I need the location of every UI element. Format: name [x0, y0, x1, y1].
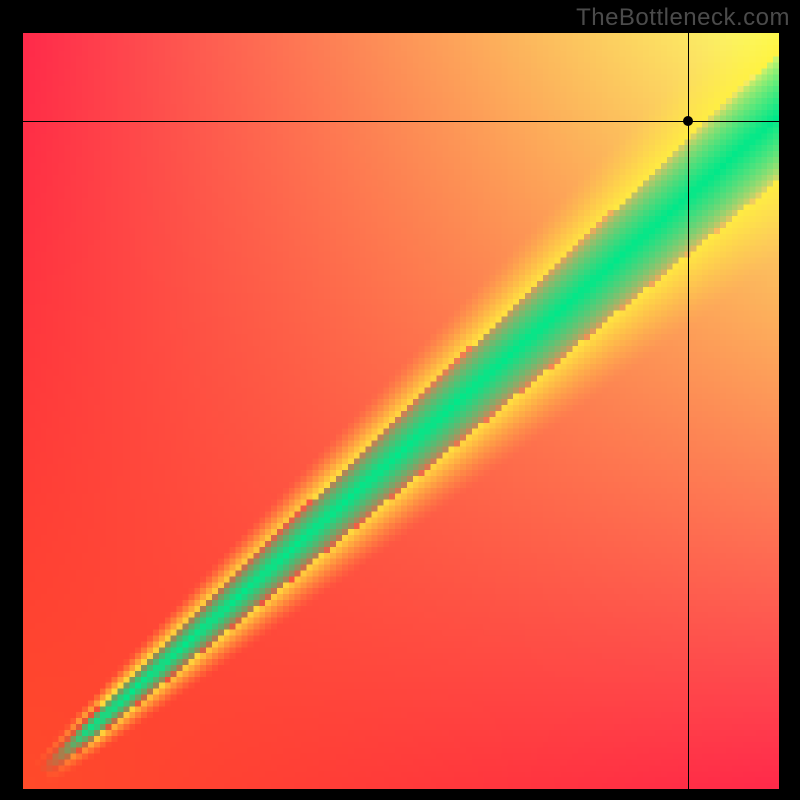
chart-frame: TheBottleneck.com	[0, 0, 800, 800]
crosshair-marker	[683, 116, 693, 126]
heatmap-plot	[23, 33, 779, 789]
crosshair-horizontal	[23, 121, 779, 122]
watermark-text: TheBottleneck.com	[576, 4, 790, 32]
heatmap-canvas	[23, 33, 779, 789]
crosshair-vertical	[688, 33, 689, 789]
